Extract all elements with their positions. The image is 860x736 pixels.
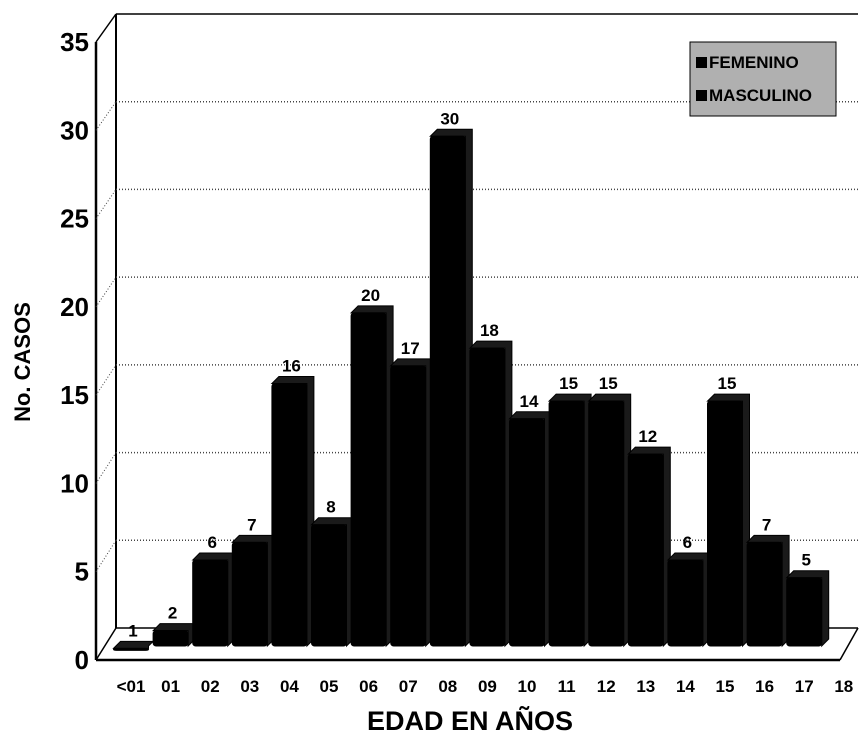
data-label: 12 bbox=[638, 427, 657, 446]
bar bbox=[192, 559, 229, 647]
data-label: 5 bbox=[801, 551, 810, 570]
data-label: 30 bbox=[440, 109, 459, 128]
legend-swatch-femenino bbox=[696, 57, 707, 68]
x-tick-label: 05 bbox=[320, 677, 339, 696]
legend-label-femenino: FEMENINO bbox=[709, 53, 799, 72]
y-tick-label: 5 bbox=[75, 557, 89, 587]
gridline-depth bbox=[95, 101, 117, 131]
bar bbox=[113, 647, 149, 651]
data-label: 1 bbox=[128, 621, 137, 640]
legend-box bbox=[689, 41, 837, 117]
y-tick-label: 25 bbox=[60, 204, 89, 234]
bar bbox=[707, 400, 743, 647]
data-label: 20 bbox=[361, 286, 380, 305]
bar bbox=[667, 559, 704, 647]
x-tick-label: 12 bbox=[597, 677, 616, 696]
gridline-depth bbox=[95, 364, 117, 396]
y-tick-label: 30 bbox=[60, 115, 89, 145]
bar bbox=[311, 524, 347, 647]
data-label: 17 bbox=[401, 339, 420, 358]
gridline-depth bbox=[95, 540, 117, 572]
bar bbox=[469, 347, 506, 647]
x-tick-label: 10 bbox=[518, 677, 537, 696]
bar bbox=[350, 312, 387, 647]
y-tick-label: 0 bbox=[75, 645, 89, 675]
y-tick-label: 35 bbox=[60, 27, 89, 57]
legend: FEMENINO MASCULINO bbox=[689, 41, 837, 117]
gridline-depth bbox=[95, 452, 117, 484]
floor-depth-left bbox=[95, 627, 117, 661]
bars bbox=[112, 128, 830, 651]
data-label: 8 bbox=[326, 498, 335, 517]
data-label: 2 bbox=[168, 604, 177, 623]
legend-label-masculino: MASCULINO bbox=[709, 86, 812, 105]
data-label: 6 bbox=[207, 533, 216, 552]
data-label: 15 bbox=[718, 374, 737, 393]
x-tick-label: 11 bbox=[558, 677, 576, 696]
data-label: 14 bbox=[520, 392, 539, 411]
bar bbox=[231, 541, 268, 647]
gridline-depth bbox=[95, 276, 117, 308]
x-axis-title: EDAD EN AÑOS bbox=[367, 705, 573, 736]
x-tick-label: 06 bbox=[359, 677, 378, 696]
y-tick-label: 10 bbox=[60, 468, 89, 498]
x-tick-label: 04 bbox=[280, 677, 299, 696]
x-tick-label: 03 bbox=[240, 677, 259, 696]
bar bbox=[390, 365, 427, 647]
bar bbox=[152, 630, 189, 647]
bar bbox=[429, 135, 466, 647]
x-tick-label: 09 bbox=[478, 677, 497, 696]
x-tick-label: 02 bbox=[201, 677, 220, 696]
data-label: 18 bbox=[480, 321, 499, 340]
x-tick-labels: <01 01 02 03 04 05 06 07 08 09 10 11 12 13 14 15 16 17 18 bbox=[117, 677, 854, 696]
x-tick-label: 18 bbox=[834, 677, 853, 696]
y-axis-title: No. CASOS bbox=[10, 302, 35, 422]
gridline-depth bbox=[95, 189, 117, 219]
x-tick-label: 15 bbox=[716, 677, 735, 696]
bar bbox=[786, 577, 823, 647]
y-tick-label: 15 bbox=[60, 380, 89, 410]
y-tick-labels: 0 5 10 15 20 25 30 35 bbox=[60, 27, 89, 675]
bar bbox=[746, 541, 783, 647]
data-label: 15 bbox=[559, 374, 578, 393]
x-tick-label: 17 bbox=[795, 677, 814, 696]
y-tick-label: 20 bbox=[60, 292, 89, 322]
data-label: 16 bbox=[282, 356, 301, 375]
x-tick-label: 16 bbox=[755, 677, 774, 696]
x-tick-label: 01 bbox=[161, 677, 180, 696]
x-tick-label: 08 bbox=[438, 677, 457, 696]
bar bbox=[588, 400, 625, 647]
data-label: 7 bbox=[762, 515, 771, 534]
bar-side bbox=[112, 637, 156, 649]
wall-depth-top bbox=[95, 13, 117, 43]
bar bbox=[627, 453, 664, 647]
x-tick-label: 07 bbox=[399, 677, 418, 696]
data-label: 15 bbox=[599, 374, 618, 393]
legend-swatch-masculino bbox=[696, 90, 707, 101]
x-tick-label: 14 bbox=[676, 677, 695, 696]
bar bbox=[548, 400, 585, 647]
bar bbox=[271, 382, 308, 647]
floor-depth-right bbox=[839, 627, 859, 661]
x-tick-label: 13 bbox=[636, 677, 655, 696]
data-label: 6 bbox=[683, 533, 692, 552]
x-tick-label: <01 bbox=[117, 677, 146, 696]
bar bbox=[509, 418, 545, 647]
bar-side bbox=[785, 570, 830, 648]
data-label: 7 bbox=[247, 515, 256, 534]
